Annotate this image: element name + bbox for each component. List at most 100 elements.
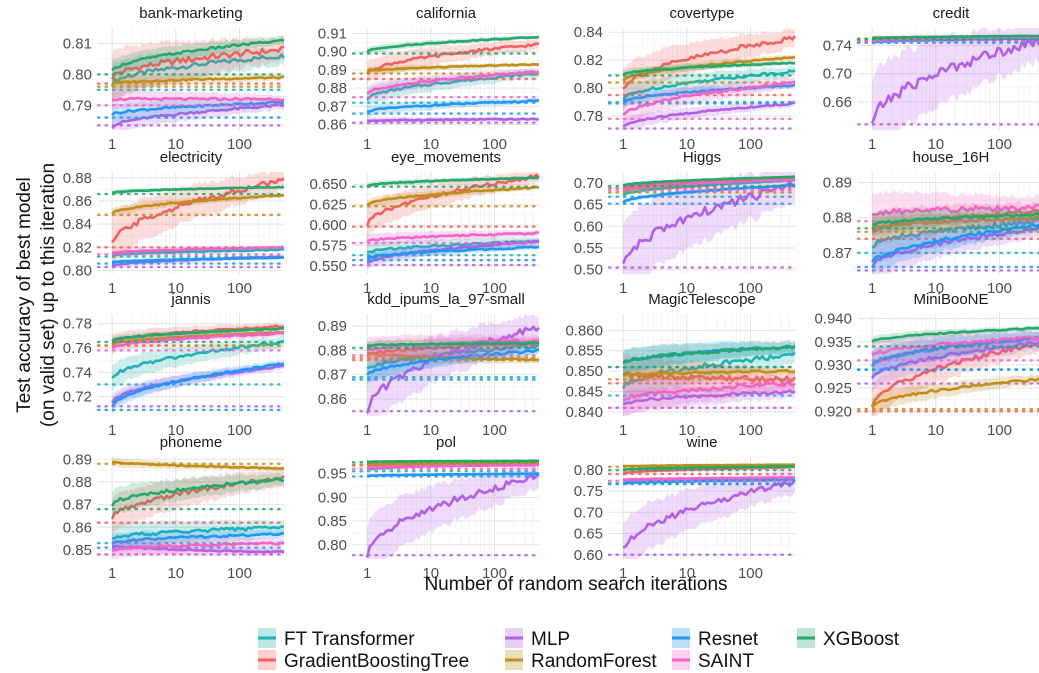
legend-label: XGBoost bbox=[823, 629, 900, 650]
panel-electricity: electricity 0.80 0.82 0.84 0.86 0.88 1 10 100 bbox=[63, 149, 286, 297]
x-tick-label: 100 bbox=[738, 280, 763, 297]
x-tick-label: 1 bbox=[108, 565, 116, 582]
y-tick-label: 0.85 bbox=[63, 542, 92, 559]
line-xgboost bbox=[366, 176, 540, 188]
y-tick-label: 0.88 bbox=[823, 210, 852, 227]
x-tick-label: 1 bbox=[108, 280, 116, 297]
line-xgboost bbox=[111, 327, 285, 343]
x-tick-label: 1 bbox=[868, 280, 876, 297]
panel-phoneme: phoneme 0.85 0.86 0.87 0.88 0.89 1 10 100 bbox=[63, 434, 286, 582]
line-xgboost bbox=[111, 38, 285, 72]
panel-title-jannis: jannis bbox=[170, 291, 210, 308]
band-xgboost bbox=[112, 472, 284, 520]
line-xgboost bbox=[622, 344, 796, 365]
line-xgboost bbox=[367, 459, 540, 464]
band-saint bbox=[367, 68, 539, 101]
line-saint bbox=[112, 96, 285, 102]
band-saint bbox=[872, 329, 1039, 369]
panel-title-covertype: covertype bbox=[669, 5, 734, 22]
y-tick-label: 0.575 bbox=[309, 237, 347, 254]
band-xgboost bbox=[367, 35, 539, 56]
x-tick-label: 10 bbox=[678, 280, 695, 297]
y-axis-title-line-1: Test accuracy of best model bbox=[14, 177, 35, 413]
y-tick-label: 0.86 bbox=[63, 519, 92, 536]
line-randomforest bbox=[111, 331, 284, 346]
panel-title-phoneme: phoneme bbox=[160, 434, 223, 451]
x-tick-label: 10 bbox=[167, 565, 184, 582]
x-tick-label: 100 bbox=[482, 280, 507, 297]
x-tick-label: 10 bbox=[422, 136, 439, 153]
x-tick-label: 10 bbox=[167, 280, 184, 297]
line-ft-transformer bbox=[111, 248, 285, 257]
band-mlp bbox=[367, 237, 539, 270]
y-tick-label: 0.80 bbox=[574, 462, 603, 479]
y-tick-label: 0.86 bbox=[318, 391, 347, 408]
y-tick-label: 0.86 bbox=[63, 193, 92, 210]
line-xgboost bbox=[622, 175, 796, 187]
panel-kdd-ipums-la-97-small: kdd_ipums_la_97-small 0.86 0.87 0.88 0.89 1 10… bbox=[318, 291, 541, 439]
y-tick-label: 0.88 bbox=[318, 342, 347, 359]
y-tick-label: 0.78 bbox=[574, 108, 603, 125]
y-tick-label: 0.88 bbox=[63, 170, 92, 187]
legend-label: FT Transformer bbox=[284, 629, 415, 650]
line-resnet bbox=[366, 348, 540, 376]
grid-credit bbox=[858, 28, 1039, 130]
y-tick-label: 0.84 bbox=[63, 216, 92, 233]
y-tick-label: 0.625 bbox=[309, 197, 347, 214]
x-tick-label: 10 bbox=[927, 280, 944, 297]
line-saint bbox=[622, 178, 796, 191]
x-tick-label: 10 bbox=[678, 136, 695, 153]
x-tick-label: 100 bbox=[482, 565, 507, 582]
line-resnet bbox=[366, 245, 540, 260]
line-xgboost bbox=[367, 341, 540, 347]
line-ft-transformer bbox=[621, 351, 796, 389]
y-tick-label: 0.850 bbox=[565, 363, 603, 380]
line-randomforest bbox=[111, 194, 285, 215]
line-saint bbox=[622, 380, 796, 402]
line-randomforest bbox=[622, 369, 796, 377]
x-tick-label: 100 bbox=[227, 422, 252, 439]
y-tick-label: 0.76 bbox=[63, 340, 92, 357]
y-tick-label: 0.60 bbox=[574, 547, 603, 564]
y-tick-label: 0.89 bbox=[823, 175, 852, 192]
grid-miniboone bbox=[858, 314, 1039, 416]
band-xgboost bbox=[112, 35, 284, 80]
line-xgboost bbox=[366, 35, 540, 53]
y-tick-label: 0.74 bbox=[823, 38, 852, 55]
line-xgboost bbox=[871, 326, 1039, 343]
line-mlp bbox=[622, 101, 796, 128]
line-ft-transformer bbox=[111, 525, 284, 540]
x-tick-label: 10 bbox=[927, 422, 944, 439]
panel-title-pol: pol bbox=[436, 434, 456, 451]
line-saint bbox=[366, 231, 539, 243]
y-tick-label: 0.650 bbox=[309, 176, 347, 193]
panel-house-16h: house_16H 0.87 0.88 0.89 1 10 100 bbox=[823, 149, 1039, 297]
line-mlp bbox=[111, 103, 285, 130]
panel-pol: pol 0.80 0.85 0.90 0.95 1 10 100 bbox=[318, 434, 541, 582]
band-gradientboostingtree bbox=[623, 28, 795, 109]
y-tick-label: 0.935 bbox=[814, 334, 852, 351]
y-tick-label: 0.82 bbox=[63, 239, 92, 256]
legend-label: RandomForest bbox=[531, 651, 657, 672]
y-tick-label: 0.87 bbox=[823, 245, 852, 262]
line-randomforest bbox=[366, 185, 540, 207]
band-ft-transformer bbox=[623, 179, 795, 198]
panel-title-electricity: electricity bbox=[160, 149, 223, 166]
x-tick-label: 1 bbox=[619, 422, 627, 439]
line-randomforest bbox=[111, 75, 285, 86]
band-randomforest bbox=[872, 374, 1039, 416]
line-xgboost bbox=[110, 477, 285, 507]
x-tick-label: 1 bbox=[363, 565, 371, 582]
x-tick-label: 100 bbox=[987, 280, 1012, 297]
y-tick-label: 0.60 bbox=[574, 218, 603, 235]
y-tick-label: 0.78 bbox=[63, 316, 92, 333]
y-tick-label: 0.80 bbox=[318, 537, 347, 554]
line-saint bbox=[111, 331, 285, 350]
y-tick-label: 0.70 bbox=[574, 504, 603, 521]
x-tick-label: 10 bbox=[678, 565, 695, 582]
x-tick-label: 1 bbox=[363, 136, 371, 153]
band-saint bbox=[623, 374, 795, 416]
